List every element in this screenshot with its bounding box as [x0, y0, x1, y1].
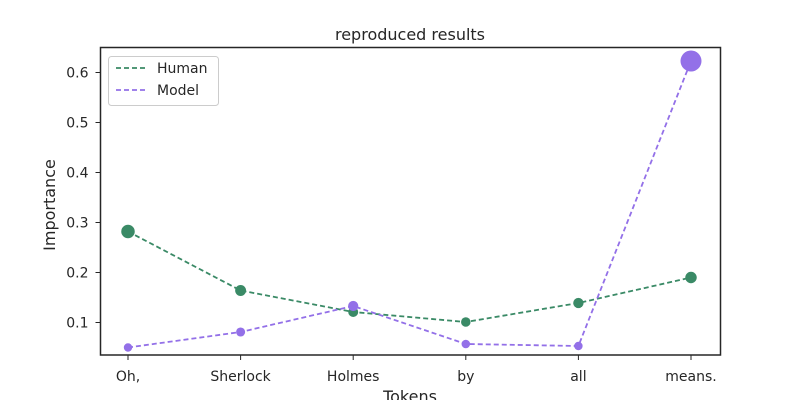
data-point-model: [348, 300, 359, 312]
data-point-model: [680, 50, 702, 72]
data-point-human: [685, 271, 697, 284]
data-point-model: [236, 327, 246, 337]
y-tick-label: 0.4: [66, 166, 88, 182]
legend: Human Model: [108, 56, 219, 106]
x-axis: Oh, Sherlock Holmes by all means.: [116, 355, 717, 385]
y-tick-label: 0.5: [66, 116, 88, 132]
y-tick-label: 0.3: [66, 216, 88, 232]
series-line-model: [127, 60, 692, 349]
data-point-human: [121, 224, 135, 239]
x-tick-label: all: [570, 369, 586, 385]
x-axis-label: Tokens: [382, 387, 437, 400]
x-tick-label: by: [457, 369, 474, 385]
y-axis-label: Importance: [40, 159, 59, 251]
data-point-human: [461, 317, 471, 327]
legend-label-human: Human: [157, 61, 208, 77]
data-point-model: [123, 343, 133, 352]
x-tick-label: means.: [665, 369, 716, 385]
x-tick-label: Sherlock: [210, 369, 271, 385]
y-axis: 0.1 0.2 0.3 0.4 0.5 0.6: [66, 66, 101, 332]
x-tick-label: Holmes: [327, 369, 380, 385]
chart-title: reproduced results: [335, 25, 485, 44]
data-point-model: [461, 339, 471, 349]
legend-label-model: Model: [157, 83, 199, 99]
y-tick-label: 0.6: [66, 66, 88, 82]
data-point-human: [573, 297, 584, 309]
plot-area: [121, 50, 702, 352]
y-tick-label: 0.1: [66, 316, 88, 332]
data-point-human: [235, 285, 247, 296]
x-tick-label: Oh,: [116, 369, 140, 385]
y-tick-label: 0.2: [66, 266, 88, 282]
data-point-model: [574, 341, 583, 351]
plot-frame: [99, 46, 722, 356]
series-line-human: [127, 230, 692, 323]
